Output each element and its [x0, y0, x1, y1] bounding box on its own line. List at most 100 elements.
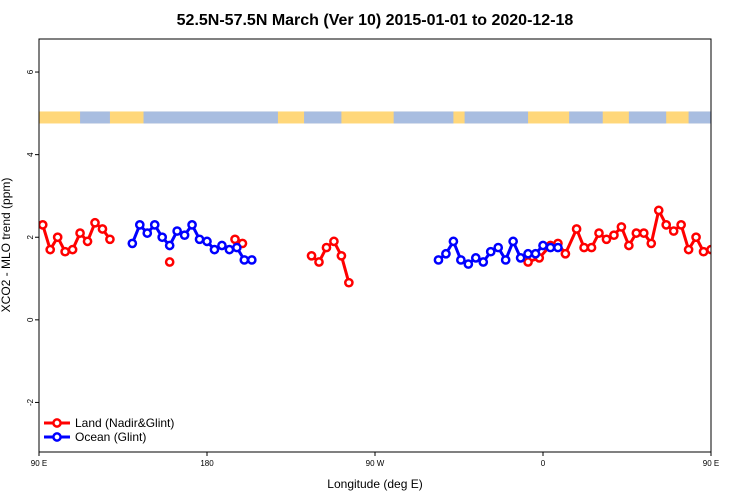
mask-ocean-segment-5	[569, 111, 603, 124]
series-0-point-30	[616, 222, 627, 232]
series-1-point-24	[485, 246, 496, 257]
series-1-point-30	[530, 248, 541, 259]
series-0-point-47	[745, 238, 750, 245]
mask-ocean-segment-3	[393, 111, 454, 124]
series-1-point-12	[217, 240, 227, 251]
y-tick-label-4: 6	[26, 69, 35, 74]
series-1-point-5	[164, 240, 175, 251]
mask-ocean-segment-1	[143, 111, 278, 124]
x-tick-label-0: 90 E	[31, 459, 47, 468]
series-1-point-17	[433, 255, 444, 265]
series-1-point-22	[470, 253, 481, 263]
series-0-point-18	[344, 277, 354, 288]
series-0	[39, 205, 750, 288]
series-0-point-26	[586, 242, 597, 253]
series-0-point-19	[523, 257, 533, 267]
series-0-line-0	[41, 221, 112, 254]
legend-land-label: Land (Nadir&Glint)	[75, 416, 174, 430]
series-1-point-29	[523, 248, 533, 259]
series-1-point-14	[232, 242, 242, 253]
plot-frame	[38, 38, 712, 453]
series-1	[127, 220, 563, 269]
legend-land-marker	[52, 418, 62, 428]
x-tick-label-2: 90 W	[366, 459, 385, 468]
series-1-point-33	[553, 242, 563, 253]
y-tick-label-0: -2	[26, 398, 35, 406]
series-0-point-28	[601, 234, 612, 245]
series-1-point-20	[456, 255, 466, 265]
series-0-point-33	[638, 228, 649, 238]
y-tick-label-2: 2	[26, 234, 35, 239]
series-0-point-9	[105, 234, 115, 245]
series-1-point-25	[493, 242, 504, 253]
legend-ocean-label: Ocean (Glint)	[75, 430, 146, 444]
series-0-point-45	[730, 219, 737, 226]
series-1-point-26	[500, 255, 511, 265]
series-0-point-11	[230, 234, 240, 245]
series-0-point-29	[609, 230, 619, 241]
series-1-point-7	[179, 230, 190, 241]
series-1-point-27	[508, 236, 518, 247]
series-1-point-16	[246, 255, 257, 265]
series-0-point-41	[698, 246, 709, 257]
series-1-point-11	[209, 244, 220, 255]
series-1-point-9	[194, 234, 205, 245]
series-1-point-4	[157, 232, 168, 243]
series-0-point-7	[90, 217, 100, 228]
series-0-point-38	[676, 220, 686, 230]
series-1-point-28	[515, 253, 526, 263]
series-0-point-14	[314, 257, 324, 267]
land-ocean-mask	[39, 111, 711, 124]
series-0-point-8	[97, 224, 108, 234]
y-tick-label-1: 0	[26, 317, 35, 322]
series-1-point-0	[127, 238, 138, 249]
series-0-point-44	[722, 236, 729, 243]
mask-ocean-segment-6	[628, 111, 667, 124]
series-0-point-3	[60, 246, 70, 257]
x-axis: 90 E 180 90 W 0 90 E	[31, 452, 719, 468]
y-axis-label: XCO2 - MLO trend (ppm)	[0, 178, 13, 313]
series-0-point-46	[737, 225, 744, 232]
series-0-point-25	[579, 242, 589, 253]
series-1-point-32	[545, 242, 556, 253]
series-1-point-6	[172, 226, 182, 236]
series-1-point-13	[224, 244, 235, 255]
series-0-point-24	[571, 224, 582, 234]
x-tick-label-4: 90 E	[703, 459, 719, 468]
series-0-point-6	[82, 236, 93, 247]
series-1-point-10	[202, 236, 212, 247]
series-0-point-5	[75, 228, 85, 238]
series-1-point-3	[149, 220, 160, 230]
series-1-point-23	[478, 257, 489, 267]
series-1-point-18	[441, 248, 451, 259]
mask-ocean-segment-4	[464, 111, 529, 124]
series-0-point-16	[329, 236, 339, 247]
series-0-point-23	[560, 248, 571, 259]
mask-ocean-segment-2	[304, 111, 342, 124]
y-tick-label-3: 4	[26, 152, 35, 157]
series-0-point-39	[683, 244, 694, 255]
series-0-point-35	[653, 205, 664, 216]
series-0-point-13	[306, 250, 317, 261]
series-0-point-17	[336, 250, 347, 261]
series-0-point-27	[594, 228, 604, 238]
series-0-point-43	[715, 230, 722, 237]
series-0-point-37	[668, 226, 679, 236]
series-1-point-1	[134, 220, 145, 230]
series-0-point-36	[661, 220, 672, 230]
series-0-point-10	[164, 257, 175, 267]
series-1-point-8	[187, 220, 197, 230]
series-1-point-19	[448, 236, 459, 247]
series-1-point-31	[538, 240, 548, 251]
series-0-point-32	[631, 228, 642, 238]
legend-ocean-marker	[52, 432, 62, 442]
series-0-point-0	[39, 220, 48, 230]
series-0-point-2	[52, 232, 63, 243]
series-0-point-4	[67, 244, 78, 255]
mask-ocean-segment-0	[80, 111, 110, 124]
legend: Land (Nadir&Glint) Ocean (Glint)	[44, 416, 174, 444]
legend-entry-land: Land (Nadir&Glint)	[44, 416, 174, 430]
series-0-point-42	[706, 244, 711, 255]
x-axis-label: Longitude (deg E)	[327, 477, 422, 491]
